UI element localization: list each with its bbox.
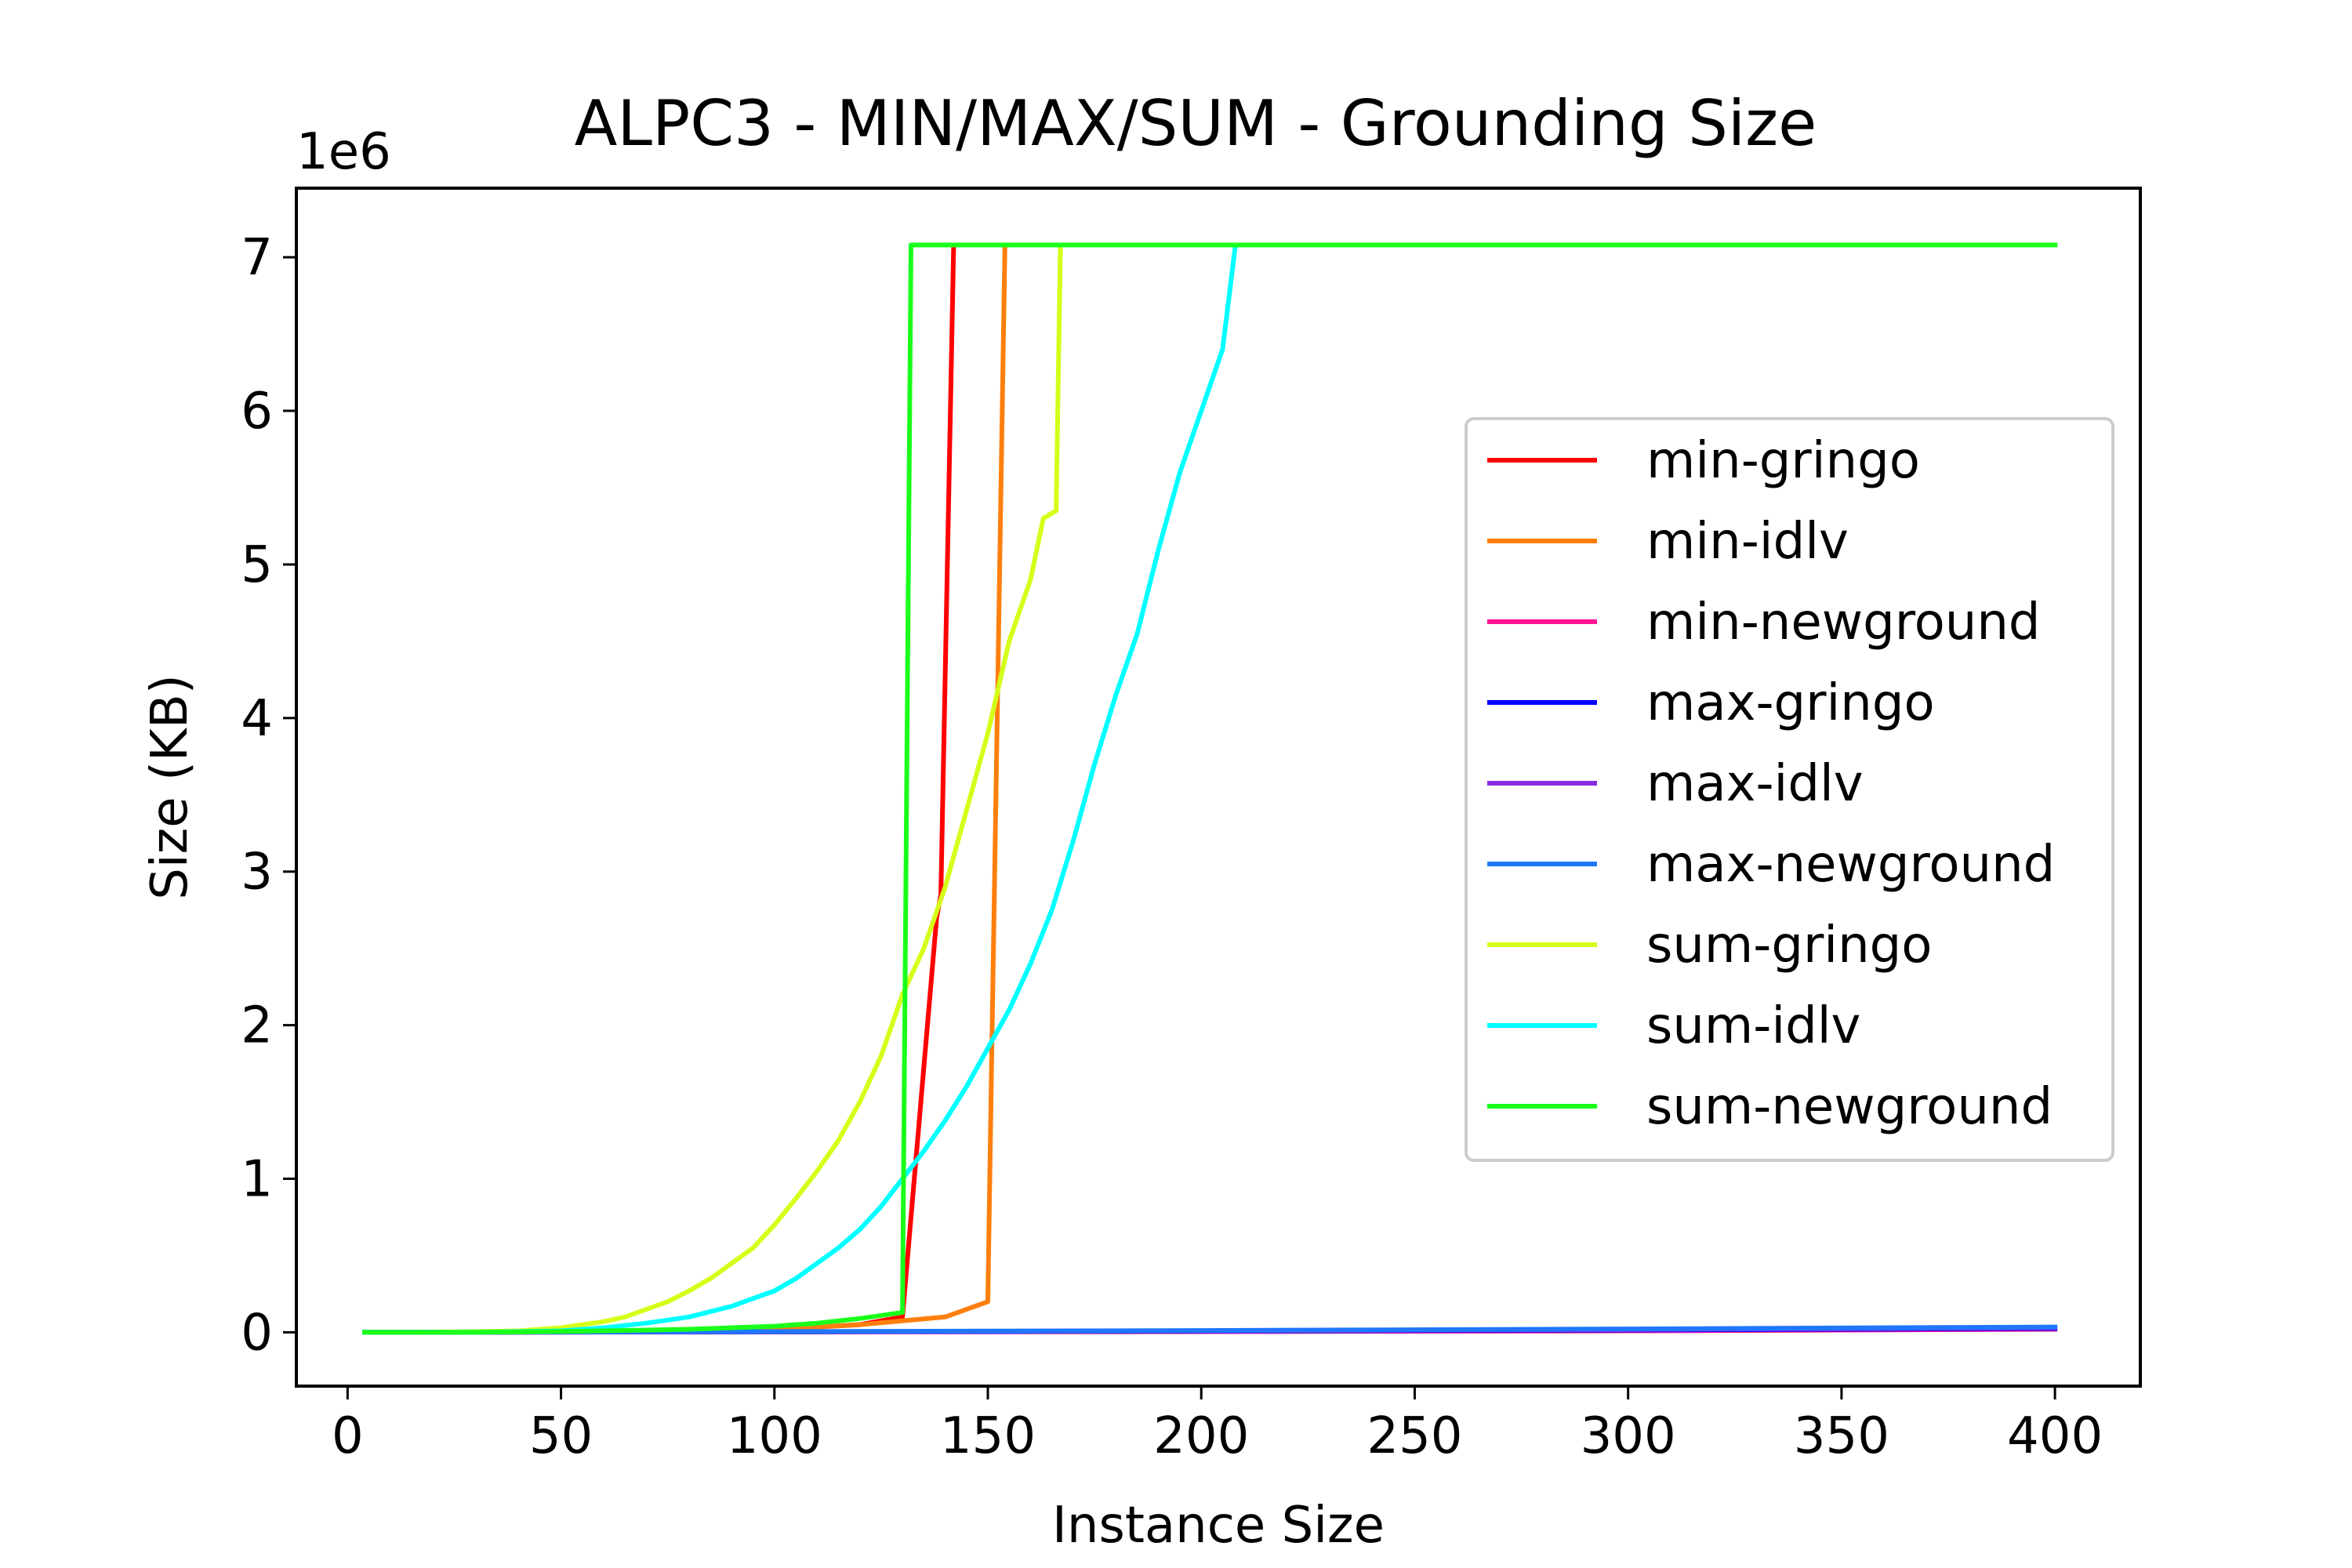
chart-title: ALPC3 - MIN/MAX/SUM - Grounding Size [575,87,1817,160]
y-tick-label: 6 [241,383,273,441]
legend-box [1465,417,2114,1162]
x-tick-label: 250 [1367,1407,1462,1465]
y-offset-label: 1e6 [296,123,391,181]
series-line-sum-newground [362,242,2058,1335]
legend-label-min-gringo: min-gringo [1646,432,1920,490]
legend-label-max-newground: max-newground [1646,836,2055,894]
legend-label-min-idlv: min-idlv [1646,513,1849,571]
x-tick-label: 300 [1581,1407,1676,1465]
y-tick-label: 3 [241,844,273,902]
y-tick-label: 5 [241,536,273,594]
y-tick-label: 4 [241,690,273,748]
axes-frame [295,187,2142,1388]
x-tick-label: 150 [940,1407,1036,1465]
legend-label-min-newground: min-newground [1646,593,2041,652]
series-line-sum-idlv [362,242,2058,1335]
plot-area [362,242,2058,1335]
y-axis-label: Size (KB) [141,674,199,900]
legend-label-max-idlv: max-idlv [1646,755,1864,813]
series-line-sum-gringo [362,242,2058,1335]
x-tick-label: 350 [1794,1407,1889,1465]
x-tick-label: 0 [332,1407,364,1465]
x-tick-label: 50 [529,1407,593,1465]
y-tick-label: 7 [241,229,273,287]
legend-label-sum-idlv: sum-idlv [1646,997,1860,1055]
y-tick-label: 1 [241,1151,273,1209]
y-axis: 0 1 2 3 4 5 6 7 [241,229,296,1362]
x-axis: 0 50 100 150 200 250 300 350 400 [332,1386,2103,1465]
legend-label-sum-gringo: sum-gringo [1646,916,1932,975]
x-axis-label: Instance Size [1052,1497,1385,1555]
x-tick-label: 100 [727,1407,822,1465]
legend: min-gringo min-idlv min-newground max-gring… [1465,417,2114,1162]
x-tick-label: 400 [2007,1407,2103,1465]
legend-label-max-gringo: max-gringo [1646,674,1935,732]
y-tick-label: 2 [241,997,273,1055]
x-tick-label: 200 [1153,1407,1249,1465]
y-tick-label: 0 [241,1304,273,1362]
legend-label-sum-newground: sum-newground [1646,1078,2053,1136]
